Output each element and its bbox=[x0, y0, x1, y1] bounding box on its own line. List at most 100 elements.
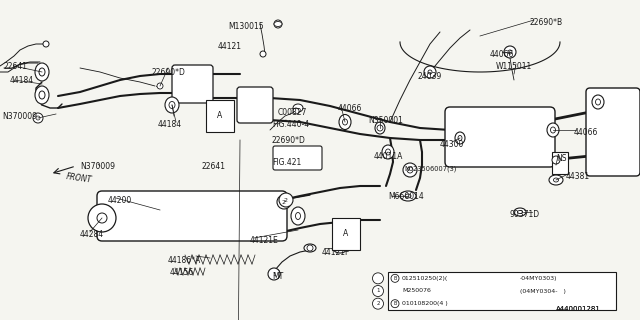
Text: 44184: 44184 bbox=[158, 120, 182, 129]
Text: B: B bbox=[394, 301, 397, 306]
Text: FRONT: FRONT bbox=[66, 172, 93, 185]
Text: M660014: M660014 bbox=[388, 192, 424, 201]
Text: C00827: C00827 bbox=[278, 108, 307, 117]
Text: 44186*A: 44186*A bbox=[168, 256, 201, 265]
Circle shape bbox=[274, 20, 282, 28]
Text: 44121E: 44121E bbox=[250, 236, 279, 245]
Circle shape bbox=[270, 269, 280, 279]
Circle shape bbox=[307, 245, 313, 251]
Text: 44121F: 44121F bbox=[322, 248, 350, 257]
Ellipse shape bbox=[337, 246, 342, 250]
Circle shape bbox=[407, 167, 413, 173]
Ellipse shape bbox=[385, 149, 390, 155]
Circle shape bbox=[260, 51, 266, 57]
Circle shape bbox=[377, 125, 383, 131]
Ellipse shape bbox=[35, 86, 49, 104]
Text: 010108200(4 ): 010108200(4 ) bbox=[402, 301, 448, 306]
Ellipse shape bbox=[274, 21, 282, 27]
Circle shape bbox=[372, 285, 383, 297]
Ellipse shape bbox=[382, 145, 394, 159]
Text: 22690*D: 22690*D bbox=[272, 136, 306, 145]
Circle shape bbox=[504, 46, 516, 58]
Text: -04MY0303): -04MY0303) bbox=[520, 276, 557, 281]
Text: 44066: 44066 bbox=[490, 50, 515, 59]
Text: 1: 1 bbox=[272, 271, 276, 276]
Text: 44066: 44066 bbox=[338, 104, 362, 113]
Circle shape bbox=[273, 272, 277, 276]
Ellipse shape bbox=[39, 68, 45, 76]
Text: 22690*D: 22690*D bbox=[152, 68, 186, 77]
Ellipse shape bbox=[458, 135, 462, 140]
Text: M130015: M130015 bbox=[228, 22, 264, 31]
Circle shape bbox=[391, 300, 399, 308]
Circle shape bbox=[552, 156, 560, 164]
Bar bbox=[216, 110, 226, 120]
Ellipse shape bbox=[296, 212, 301, 220]
Text: 44284: 44284 bbox=[80, 230, 104, 239]
Circle shape bbox=[428, 70, 432, 74]
Text: W115011: W115011 bbox=[496, 62, 532, 71]
Ellipse shape bbox=[333, 243, 347, 253]
Text: A: A bbox=[344, 229, 349, 238]
Text: 44011A: 44011A bbox=[374, 152, 403, 161]
FancyBboxPatch shape bbox=[97, 191, 287, 241]
Ellipse shape bbox=[550, 127, 556, 133]
FancyBboxPatch shape bbox=[273, 146, 322, 170]
Text: M250076: M250076 bbox=[402, 289, 431, 293]
Text: N350001: N350001 bbox=[368, 116, 403, 125]
Text: FIG.421: FIG.421 bbox=[272, 158, 301, 167]
Ellipse shape bbox=[169, 101, 175, 108]
Text: B: B bbox=[394, 276, 397, 281]
Text: 22690*B: 22690*B bbox=[530, 18, 563, 27]
Text: 22641: 22641 bbox=[202, 162, 226, 171]
Ellipse shape bbox=[304, 244, 316, 252]
Text: N023506007(3): N023506007(3) bbox=[404, 166, 456, 172]
Circle shape bbox=[293, 108, 299, 114]
Ellipse shape bbox=[595, 99, 600, 105]
Text: 2: 2 bbox=[376, 301, 380, 306]
Ellipse shape bbox=[514, 208, 526, 216]
Ellipse shape bbox=[518, 211, 522, 213]
Text: 2: 2 bbox=[284, 197, 288, 203]
Ellipse shape bbox=[375, 122, 385, 134]
Ellipse shape bbox=[35, 63, 49, 81]
Circle shape bbox=[36, 116, 40, 120]
Text: 44156: 44156 bbox=[170, 268, 195, 277]
FancyBboxPatch shape bbox=[445, 107, 555, 167]
Ellipse shape bbox=[455, 132, 465, 144]
Ellipse shape bbox=[592, 95, 604, 109]
Ellipse shape bbox=[293, 104, 303, 112]
Ellipse shape bbox=[342, 119, 348, 125]
Circle shape bbox=[277, 195, 291, 209]
Text: A: A bbox=[218, 111, 223, 121]
Ellipse shape bbox=[39, 91, 45, 99]
Circle shape bbox=[157, 83, 163, 89]
Text: N370009: N370009 bbox=[2, 112, 37, 121]
Circle shape bbox=[97, 213, 107, 223]
Text: 24039: 24039 bbox=[418, 72, 442, 81]
Text: 44381: 44381 bbox=[566, 172, 590, 181]
Bar bbox=[388, 272, 616, 310]
Ellipse shape bbox=[400, 191, 416, 201]
Text: 2: 2 bbox=[282, 199, 286, 204]
Text: FIG.440-4: FIG.440-4 bbox=[272, 120, 309, 129]
Circle shape bbox=[403, 163, 417, 177]
Circle shape bbox=[372, 273, 383, 284]
Circle shape bbox=[88, 204, 116, 232]
Text: 012510250(2)(: 012510250(2)( bbox=[402, 276, 448, 281]
Text: A440001281: A440001281 bbox=[556, 306, 601, 312]
Text: A440001281: A440001281 bbox=[556, 306, 601, 312]
Text: 22641: 22641 bbox=[4, 62, 28, 71]
Circle shape bbox=[279, 193, 293, 207]
Text: 90371D: 90371D bbox=[510, 210, 540, 219]
Text: 1: 1 bbox=[376, 289, 380, 293]
Bar bbox=[342, 228, 352, 238]
Circle shape bbox=[372, 298, 383, 309]
Ellipse shape bbox=[405, 194, 411, 198]
Text: 44300: 44300 bbox=[440, 140, 465, 149]
Circle shape bbox=[424, 66, 436, 78]
Circle shape bbox=[43, 41, 49, 47]
FancyBboxPatch shape bbox=[586, 88, 640, 176]
Circle shape bbox=[508, 50, 512, 54]
Text: (04MY0304-   ): (04MY0304- ) bbox=[520, 289, 566, 293]
